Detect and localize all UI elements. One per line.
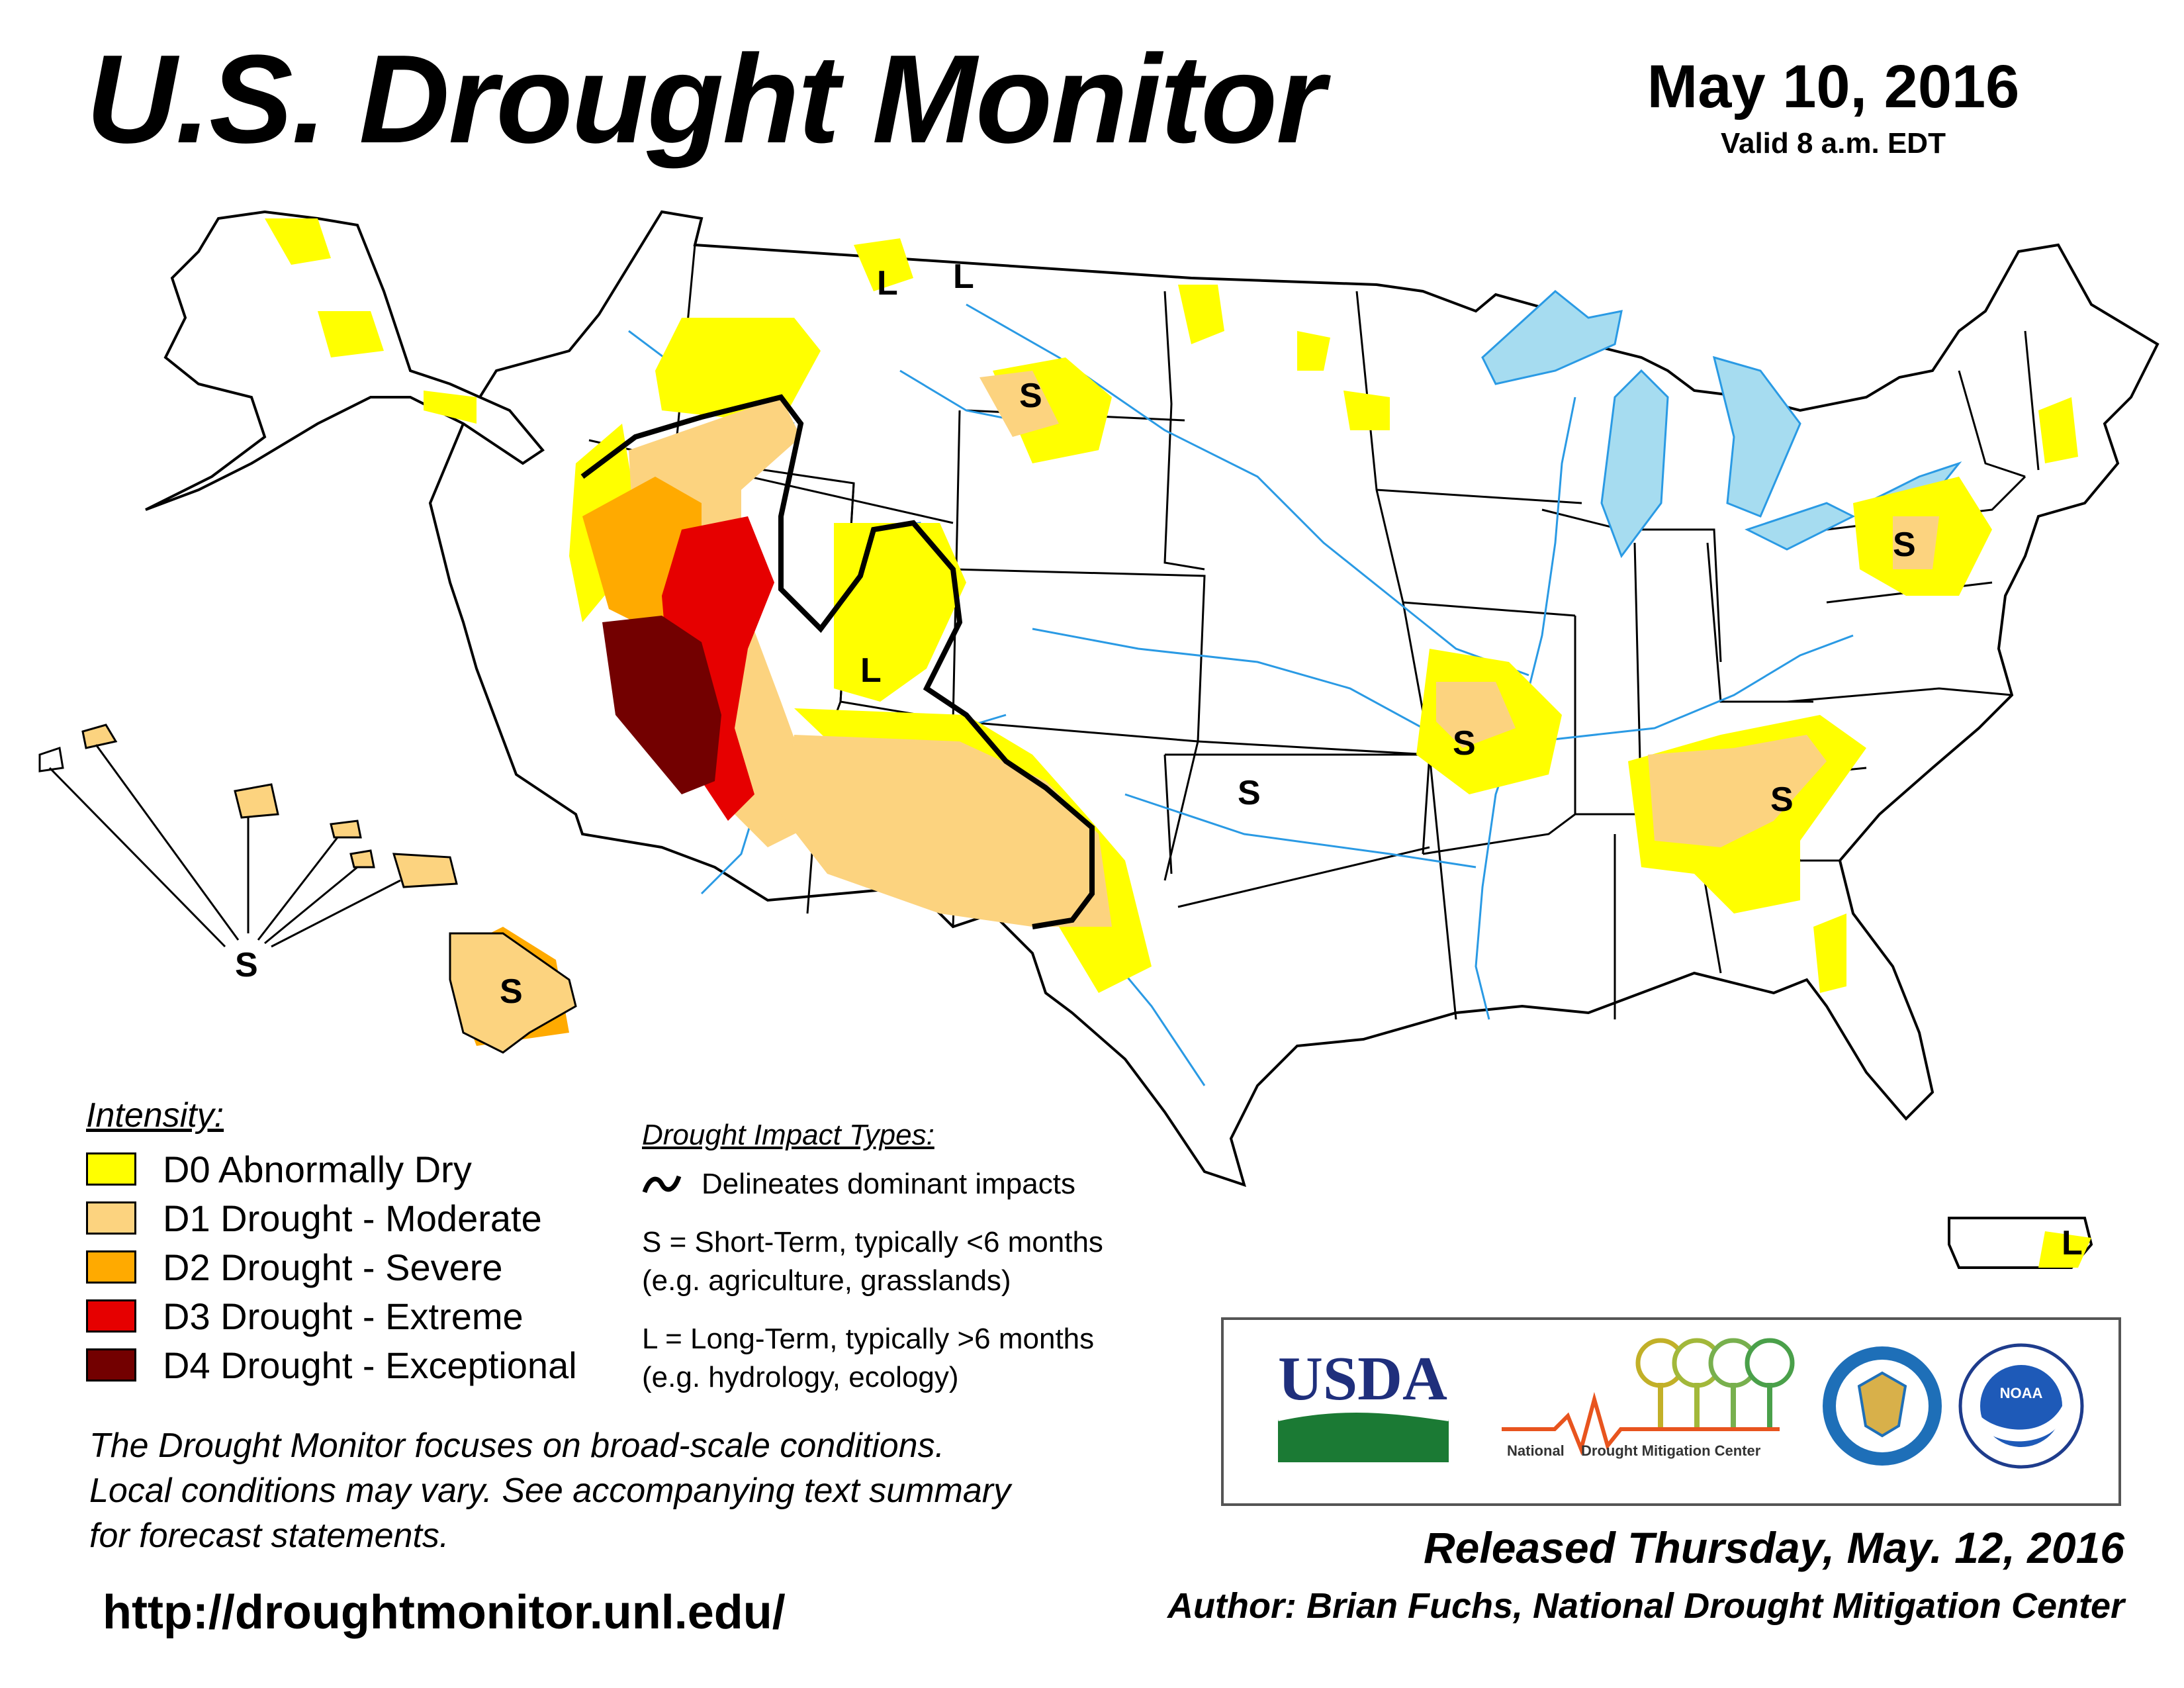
alaska-D0 (265, 218, 477, 424)
release-date: Released Thursday, May. 12, 2016 (1424, 1523, 2124, 1572)
svg-text:National: National (1507, 1442, 1565, 1459)
usda-logo: USDA (1277, 1344, 1449, 1462)
valid-time: Valid 8 a.m. EDT (1721, 127, 1946, 160)
legend-label-d1: D1 Drought - Moderate (163, 1197, 542, 1239)
map-letter-l: L (877, 264, 898, 303)
map-letter-l: L (953, 258, 974, 296)
legend-item-d3: D3 Drought - Extreme (86, 1291, 577, 1340)
main-title: U.S. Drought Monitor (86, 29, 1325, 169)
great-lakes (895, 290, 1962, 559)
partner-logos: USDA National Drought Mitigati (1221, 1317, 2121, 1506)
impact-letters: S L L L S S S S S S L (235, 258, 2083, 1262)
legend-label-d0: D0 Abnormally Dry (163, 1148, 472, 1190)
svg-text:Drought Mitigation Center: Drought Mitigation Center (1581, 1442, 1761, 1459)
legend-item-d2: D2 Drought - Severe (86, 1243, 577, 1291)
legend-heading: Intensity: (86, 1096, 224, 1135)
footnote-line1: The Drought Monitor focuses on broad-sca… (89, 1427, 945, 1465)
impact-types-legend: Drought Impact Types: Delineates dominan… (642, 1119, 1103, 1397)
svg-text:NOAA: NOAA (2000, 1385, 2043, 1401)
impact-short-term-line2: (e.g. agriculture, grasslands) (642, 1264, 1011, 1297)
map-letter-s: S (1453, 724, 1476, 763)
alaska (145, 210, 545, 511)
map-letter-s: S (1019, 377, 1042, 415)
legend-swatch-d3 (86, 1299, 136, 1333)
map-date: May 10, 2016 (1647, 53, 2020, 120)
impact-row-delineates: Delineates dominant impacts (642, 1165, 1103, 1203)
map-letter-s: S (1770, 780, 1794, 819)
impact-delineation-lines (580, 394, 1095, 929)
map-letter-s: S (500, 972, 523, 1011)
legend-item-d4: D4 Drought - Exceptional (86, 1340, 577, 1389)
map-letter-s: S (235, 946, 258, 984)
legend-swatch-d0 (86, 1152, 136, 1186)
author: Author: Brian Fuchs, National Drought Mi… (1167, 1586, 2124, 1626)
map-letter-l: L (860, 651, 882, 690)
impact-short-term-line1: S = Short-Term, typically <6 months (642, 1226, 1103, 1258)
impact-long-term-line2: (e.g. hydrology, ecology) (642, 1361, 959, 1393)
legend-swatch-d2 (86, 1250, 136, 1284)
hawaii (38, 724, 577, 1054)
legend-swatch-d1 (86, 1201, 136, 1235)
footnote: The Drought Monitor focuses on broad-sca… (89, 1423, 1011, 1558)
seismograph-line-icon (1502, 1391, 1780, 1456)
conus-outline (428, 210, 2160, 1188)
footnote-line3: for forecast statements. (89, 1517, 449, 1555)
partner-logos-svg: USDA National Drought Mitigati (1277, 1338, 2084, 1469)
tree-icon (1635, 1338, 1795, 1429)
legend-item-d1: D1 Drought - Moderate (86, 1194, 577, 1243)
impacts-heading: Drought Impact Types: (642, 1119, 934, 1151)
map-letter-s: S (1893, 526, 1916, 564)
legend-label-d2: D2 Drought - Severe (163, 1246, 503, 1288)
impact-row-short-term: S = Short-Term, typically <6 months (e.g… (642, 1223, 1103, 1300)
delineation-line-icon (642, 1175, 682, 1194)
impact-long-term-line1: L = Long-Term, typically >6 months (642, 1323, 1095, 1355)
map-letter-l: L (2062, 1224, 2083, 1262)
impact-delineates-text: Delineates dominant impacts (702, 1168, 1075, 1200)
noaa-logo: NOAA (1958, 1343, 2084, 1469)
legend-label-d3: D3 Drought - Extreme (163, 1295, 523, 1337)
impact-row-long-term: L = Long-Term, typically >6 months (e.g.… (642, 1320, 1103, 1397)
footnote-line2: Local conditions may vary. See accompany… (89, 1472, 1011, 1510)
legend-label-d4: D4 Drought - Exceptional (163, 1344, 577, 1386)
website-link[interactable]: http://droughtmonitor.unl.edu/ (103, 1586, 786, 1639)
ndmc-logo: National Drought Mitigation Center (1502, 1338, 1795, 1459)
map-letter-s: S (1238, 774, 1261, 812)
department-of-commerce-seal-icon (1823, 1346, 1942, 1466)
puerto-rico-D0 (2038, 1231, 2091, 1268)
legend-swatch-d4 (86, 1348, 136, 1382)
svg-text:USDA: USDA (1278, 1344, 1447, 1413)
intensity-legend: Intensity: D0 Abnormally Dry D1 Drought … (86, 1096, 577, 1389)
drought-area-D4 (602, 616, 721, 794)
hawaii-leader-lines (48, 744, 401, 948)
legend-item-d0: D0 Abnormally Dry (86, 1145, 577, 1194)
